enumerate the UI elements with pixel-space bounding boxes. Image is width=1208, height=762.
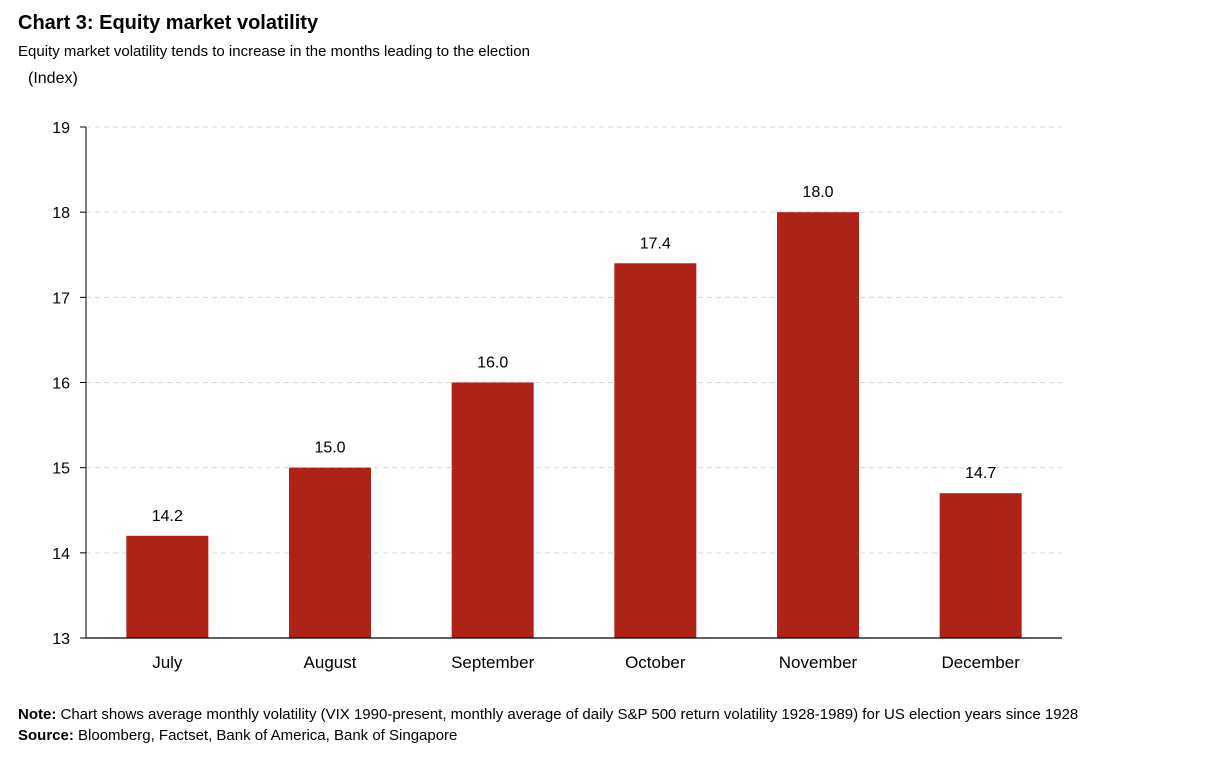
x-tick-label: November	[779, 653, 858, 672]
chart-title: Chart 3: Equity market volatility	[18, 12, 319, 34]
bar-october	[614, 263, 697, 638]
bars	[126, 212, 1022, 638]
axes: 13 14 15 16 17 18 19 July August September October…	[52, 120, 1062, 672]
data-label: 14.2	[152, 508, 183, 525]
source-label: Source:	[18, 727, 74, 744]
bar-july	[126, 535, 209, 638]
gridlines	[86, 126, 1062, 554]
source-line: Source: Bloomberg, Factset, Bank of Amer…	[18, 725, 1078, 746]
data-label: 14.7	[965, 465, 996, 482]
bar-november	[777, 212, 859, 638]
bar-september	[451, 382, 534, 638]
note-line: Note: Chart shows average monthly volati…	[18, 704, 1078, 725]
y-tick-label: 13	[52, 631, 70, 648]
y-tick-label: 16	[52, 376, 70, 393]
y-axis-unit-label: (Index)	[28, 70, 78, 87]
x-tick-label: December	[941, 653, 1020, 672]
y-tick-label: 15	[52, 461, 70, 478]
bar-december	[939, 493, 1022, 638]
y-tick-label: 19	[52, 120, 70, 137]
bar-august	[289, 467, 371, 638]
data-label: 15.0	[314, 440, 345, 457]
footnotes: Note: Chart shows average monthly volati…	[18, 704, 1078, 746]
note-text: Chart shows average monthly volatility (…	[60, 706, 1079, 723]
data-label: 16.0	[477, 355, 508, 372]
y-tick-label: 18	[52, 205, 70, 222]
y-tick-label: 14	[52, 546, 70, 563]
y-tick-label: 17	[52, 290, 70, 307]
x-tick-label: August	[304, 653, 357, 672]
chart-subtitle: Equity market volatility tends to increa…	[18, 43, 530, 60]
x-tick-label: October	[625, 653, 686, 672]
x-tick-label: September	[451, 653, 534, 672]
data-label: 17.4	[640, 235, 671, 252]
data-labels: 14.2 15.0 16.0 17.4 18.0 14.7	[152, 184, 997, 525]
x-tick-label: July	[152, 653, 183, 672]
source-text: Bloomberg, Factset, Bank of America, Ban…	[78, 727, 458, 744]
data-label: 18.0	[802, 184, 833, 201]
note-label: Note:	[18, 706, 57, 723]
bar-chart: 14.2 15.0 16.0 17.4 18.0 14.7 13 14 15 16 17 18 19 J…	[52, 120, 1062, 672]
